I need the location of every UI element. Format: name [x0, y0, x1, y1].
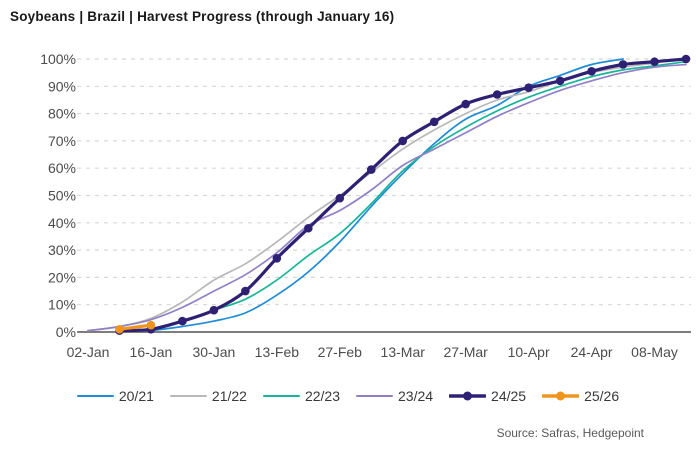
series-24-25-marker: [304, 223, 313, 233]
series-23-24-line: [87, 63, 687, 332]
legend-item-22-23: 22/23: [262, 388, 340, 404]
y-tick-label: 70%: [48, 133, 76, 149]
legend-label-24-25: 24/25: [491, 388, 527, 404]
legend-swatch-20-21: [76, 395, 114, 397]
series-24-25-marker: [618, 60, 628, 69]
legend-label-25-26: 25/26: [584, 388, 620, 404]
legend-item-23-24: 23/24: [356, 388, 433, 404]
legend-marker-icon: [556, 391, 566, 401]
legend-swatch-22-23: [262, 395, 300, 397]
y-tick-label: 60%: [48, 160, 76, 176]
series-24-25-marker: [461, 99, 470, 109]
series-24-25-marker: [587, 66, 596, 76]
legend-item-24-25: 24/25: [449, 388, 526, 404]
series-24-25-line: [117, 57, 688, 333]
x-tick-label: 02-Jan: [67, 344, 110, 360]
harvest-progress-chart: 0% 10% 20% 30% 40% 50% 60% 70% 80% 90% 100% 02-Jan 1…: [40, 51, 691, 360]
series-24-25-marker: [524, 83, 533, 92]
y-tick-label: 50%: [48, 188, 76, 204]
series-25-26-marker: [146, 320, 156, 330]
chart-legend: 20/21 21/22 22/23 23/24 24/25 25/26: [0, 385, 696, 407]
y-tick-label: 0%: [56, 324, 76, 340]
series-25-26-marker: [115, 324, 124, 334]
series-24-25-marker: [272, 253, 282, 263]
series-24-25-marker: [555, 76, 565, 86]
legend-swatch-21-22: [169, 395, 207, 397]
series-24-25-marker: [366, 165, 376, 174]
source-note: Source: Safras, Hedgepoint: [496, 426, 644, 440]
x-tick-label: 08-May: [631, 344, 678, 360]
series-22-23-line: [150, 60, 687, 331]
x-tick-label: 13-Feb: [255, 344, 300, 360]
legend-label-20-21: 20/21: [118, 388, 154, 404]
y-tick-label: 100%: [40, 51, 76, 67]
series-24-25-marker: [209, 305, 219, 315]
x-tick-label: 10-Apr: [508, 344, 550, 360]
series-24-25-marker: [429, 117, 439, 127]
legend-marker-icon: [463, 391, 473, 401]
legend-label-22-23: 22/23: [304, 388, 340, 404]
y-tick-label: 20%: [48, 269, 76, 285]
x-tick-label: 24-Apr: [571, 344, 613, 360]
legend-swatch-25-26: [542, 391, 580, 401]
legend-swatch-24-25: [449, 391, 487, 401]
x-tick-label: 27-Mar: [444, 344, 489, 360]
series-24-25-marker: [241, 286, 250, 296]
y-tick-label: 40%: [48, 215, 76, 231]
x-tick-label: 27-Feb: [318, 344, 363, 360]
y-tick-label: 90%: [48, 78, 76, 94]
legend-swatch-23-24: [356, 395, 393, 397]
x-tick-label: 30-Jan: [192, 344, 235, 360]
legend-label-21-22: 21/22: [211, 388, 247, 404]
legend-label-23-24: 23/24: [398, 388, 434, 404]
y-tick-label: 30%: [48, 242, 76, 258]
series-24-25-marker: [650, 57, 659, 67]
series-20-21-line: [150, 58, 624, 332]
y-tick-label: 80%: [48, 106, 76, 122]
y-tick-label: 10%: [48, 297, 76, 313]
x-tick-label: 13-Mar: [381, 344, 426, 360]
series-21-22-line: [87, 62, 656, 332]
legend-item-20-21: 20/21: [76, 388, 154, 404]
series-24-25-marker: [398, 136, 408, 146]
legend-item-21-22: 21/22: [169, 388, 247, 404]
series-24-25-marker: [335, 193, 345, 203]
series-24-25-marker: [178, 316, 187, 326]
series-24-25-marker: [681, 54, 691, 64]
series-24-25-marker: [492, 90, 502, 99]
legend-item-25-26: 25/26: [542, 388, 619, 404]
chart-title: Soybeans | Brazil | Harvest Progress (th…: [10, 9, 395, 24]
x-tick-label: 16-Jan: [130, 344, 173, 360]
